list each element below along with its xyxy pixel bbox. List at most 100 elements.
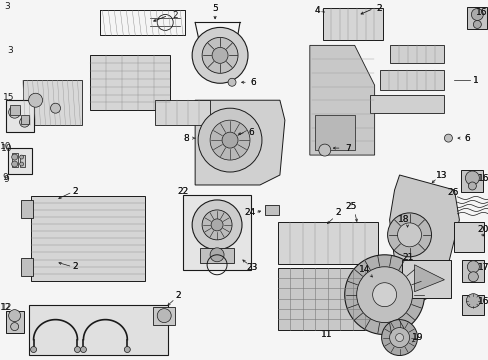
- Circle shape: [192, 200, 242, 250]
- Circle shape: [9, 106, 20, 118]
- Circle shape: [222, 132, 238, 148]
- Bar: [462, 295, 483, 315]
- Text: 2: 2: [73, 262, 78, 271]
- Text: 4: 4: [314, 6, 320, 15]
- Text: 17: 17: [477, 263, 488, 272]
- Circle shape: [467, 261, 478, 273]
- Circle shape: [318, 144, 330, 156]
- Bar: [264, 205, 278, 215]
- Text: 5: 5: [212, 4, 218, 13]
- Text: 19: 19: [411, 333, 423, 342]
- Text: 18: 18: [397, 215, 408, 224]
- Circle shape: [192, 27, 247, 83]
- Text: 16: 16: [475, 8, 486, 17]
- Text: 2: 2: [73, 188, 78, 197]
- Text: 11: 11: [320, 330, 332, 339]
- Bar: [10, 105, 20, 115]
- Text: 24: 24: [244, 208, 255, 217]
- Circle shape: [74, 347, 81, 352]
- Text: 16: 16: [475, 8, 486, 17]
- Circle shape: [20, 117, 30, 127]
- Bar: [302, 5, 449, 157]
- Text: 6: 6: [249, 78, 255, 87]
- Circle shape: [50, 103, 61, 113]
- Bar: [90, 55, 170, 110]
- Bar: [277, 222, 377, 264]
- Bar: [6, 100, 34, 132]
- Text: 21: 21: [401, 253, 412, 262]
- Text: 18: 18: [397, 215, 408, 224]
- Text: 16: 16: [477, 297, 488, 306]
- Text: 13: 13: [435, 171, 447, 180]
- Text: 4: 4: [314, 6, 320, 15]
- Circle shape: [472, 21, 480, 28]
- Text: 9: 9: [3, 172, 8, 181]
- Text: 14: 14: [358, 265, 369, 274]
- Text: 7: 7: [344, 144, 350, 153]
- Text: 2: 2: [376, 4, 382, 13]
- Bar: [183, 195, 250, 270]
- Circle shape: [157, 309, 171, 323]
- Text: 16: 16: [477, 297, 488, 306]
- Circle shape: [466, 294, 479, 308]
- Circle shape: [198, 108, 262, 172]
- Circle shape: [211, 219, 223, 231]
- Circle shape: [387, 213, 430, 257]
- Circle shape: [9, 310, 20, 321]
- Circle shape: [470, 9, 482, 21]
- Text: 2: 2: [73, 262, 78, 271]
- Text: 11: 11: [320, 330, 332, 339]
- Text: 8: 8: [183, 134, 189, 143]
- Circle shape: [11, 323, 19, 330]
- Polygon shape: [195, 100, 285, 185]
- Bar: [19, 5, 213, 140]
- Text: 6: 6: [247, 128, 253, 137]
- Text: 2: 2: [334, 208, 340, 217]
- Bar: [28, 305, 168, 355]
- Circle shape: [12, 161, 18, 167]
- Text: 20: 20: [477, 225, 488, 234]
- Polygon shape: [414, 265, 444, 292]
- Text: 26: 26: [447, 189, 458, 198]
- Bar: [401, 260, 450, 298]
- Circle shape: [31, 347, 37, 352]
- Circle shape: [124, 347, 130, 352]
- Circle shape: [356, 267, 412, 323]
- Circle shape: [395, 334, 403, 342]
- Circle shape: [397, 223, 421, 247]
- Bar: [453, 222, 483, 252]
- Text: 16: 16: [477, 174, 488, 183]
- Bar: [467, 8, 487, 30]
- Text: 10: 10: [0, 141, 11, 150]
- Text: 20: 20: [477, 225, 488, 234]
- Text: 1: 1: [471, 76, 477, 85]
- Bar: [379, 70, 444, 90]
- Bar: [6, 180, 175, 295]
- Circle shape: [344, 255, 424, 334]
- Bar: [461, 170, 482, 192]
- Circle shape: [12, 154, 18, 160]
- Bar: [153, 307, 175, 325]
- Text: 16: 16: [477, 174, 488, 183]
- Text: 10: 10: [1, 144, 12, 153]
- Circle shape: [372, 283, 396, 307]
- Bar: [20, 155, 24, 167]
- Text: 6: 6: [249, 78, 255, 87]
- Circle shape: [20, 162, 23, 166]
- Circle shape: [468, 272, 477, 282]
- Text: 26: 26: [447, 189, 458, 198]
- Text: 14: 14: [358, 265, 369, 274]
- Circle shape: [465, 171, 478, 185]
- Text: 21: 21: [401, 253, 412, 262]
- Bar: [322, 9, 382, 40]
- Bar: [389, 45, 444, 63]
- Text: 2: 2: [376, 4, 382, 13]
- Text: 23: 23: [246, 263, 257, 272]
- Text: 23: 23: [246, 263, 257, 272]
- Text: 8: 8: [183, 134, 189, 143]
- Text: 15: 15: [3, 93, 14, 102]
- Bar: [277, 268, 377, 330]
- Text: 6: 6: [247, 128, 253, 137]
- Circle shape: [212, 48, 227, 63]
- Circle shape: [202, 37, 238, 73]
